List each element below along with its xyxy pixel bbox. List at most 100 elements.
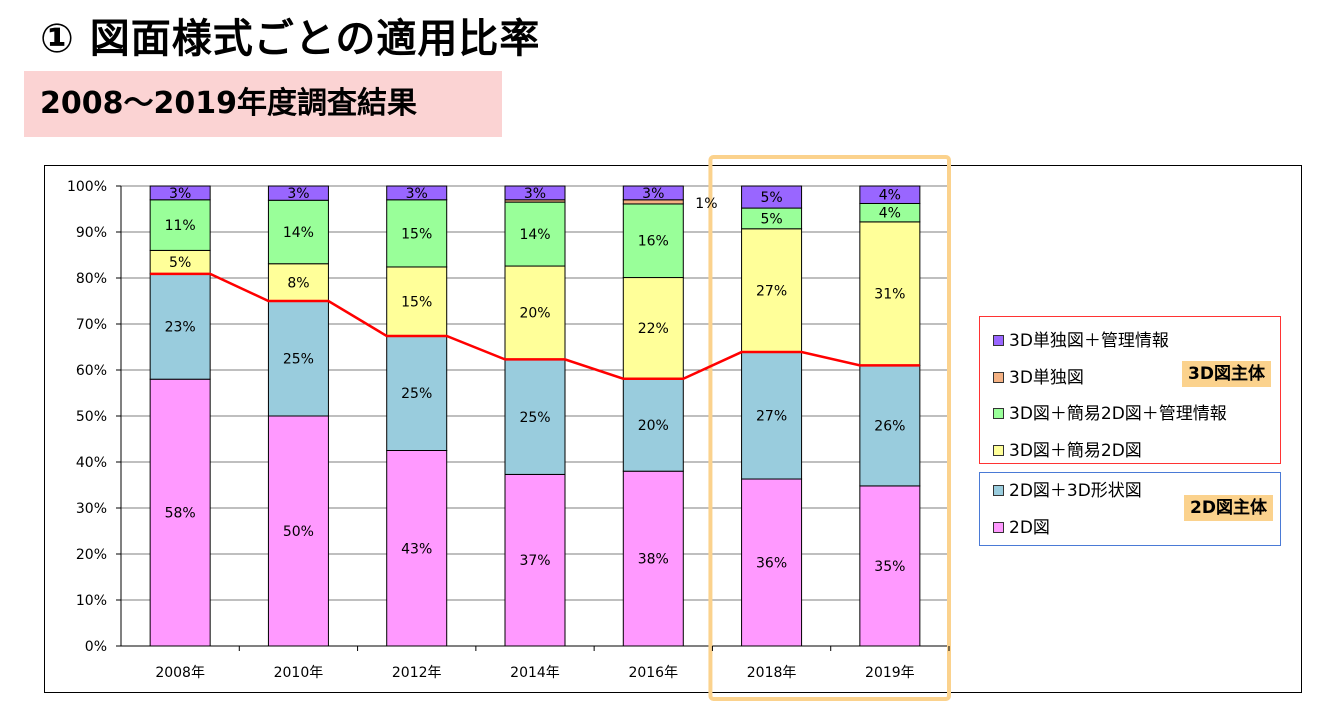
data-label: 23% xyxy=(165,320,196,336)
bar-segment xyxy=(267,185,329,201)
legend-label: 2D図 xyxy=(1009,517,1050,538)
data-label: 4% xyxy=(879,206,901,222)
data-label: 15% xyxy=(401,294,432,310)
data-label: 38% xyxy=(638,552,669,568)
bar-segment xyxy=(149,273,211,380)
data-label: 50% xyxy=(283,524,314,540)
x-tick-label: 2019年 xyxy=(865,665,915,681)
legend-swatch xyxy=(993,444,1004,456)
data-label: 25% xyxy=(519,410,550,426)
data-label: 22% xyxy=(638,321,669,337)
bar-segment xyxy=(149,199,211,251)
legend-swatch xyxy=(993,335,1004,346)
data-label: 8% xyxy=(287,275,309,291)
bar-segment xyxy=(504,358,566,475)
legend-group-box xyxy=(979,472,1281,546)
legend-label: 3D単独図 xyxy=(1009,367,1084,388)
data-label: 14% xyxy=(283,225,314,241)
bar-segment xyxy=(504,265,566,360)
data-label: 3% xyxy=(524,186,546,202)
highlight-box xyxy=(708,155,952,701)
data-label: 16% xyxy=(638,234,669,250)
data-label: 27% xyxy=(756,409,787,425)
bar-segment xyxy=(504,201,566,267)
page-title: ① 図面様式ごとの適用比率 xyxy=(40,16,541,62)
data-label: 4% xyxy=(879,188,901,204)
legend-swatch xyxy=(993,485,1004,496)
bar-segment xyxy=(859,364,921,487)
legend-label: 2D図＋3D形状図 xyxy=(1009,481,1142,501)
y-tick-label: 60% xyxy=(76,363,107,379)
y-tick-label: 50% xyxy=(76,409,107,425)
bar-segment xyxy=(859,185,921,204)
bar-segment xyxy=(267,199,329,265)
bar-segment xyxy=(504,473,566,647)
y-tick-label: 0% xyxy=(85,639,107,655)
bar-segment xyxy=(622,185,684,201)
data-label: 5% xyxy=(760,190,782,206)
bar-segment xyxy=(149,185,211,201)
legend-group-box xyxy=(979,316,1281,464)
data-label: 3% xyxy=(169,186,191,202)
bar-segment xyxy=(267,300,329,417)
bar-segment xyxy=(741,351,803,480)
data-label: 25% xyxy=(401,386,432,402)
data-label: 1% xyxy=(695,196,717,212)
bar-segment xyxy=(622,203,684,279)
data-label: 26% xyxy=(874,419,905,435)
data-label: 36% xyxy=(756,556,787,572)
bar-segment xyxy=(386,335,448,451)
data-label: 3% xyxy=(406,186,428,202)
bar-segment xyxy=(622,277,684,380)
legend-swatch xyxy=(993,408,1004,419)
legend-swatch xyxy=(993,521,1004,533)
data-label: 3% xyxy=(287,186,309,202)
y-tick-label: 30% xyxy=(76,501,107,517)
x-tick-label: 2012年 xyxy=(392,665,442,681)
data-label: 5% xyxy=(760,211,782,227)
chart-frame xyxy=(44,165,1302,693)
y-tick-label: 80% xyxy=(76,271,107,287)
data-label: 43% xyxy=(401,541,432,557)
legend-group-tag: 3D図主体 xyxy=(1182,361,1271,387)
bar-segment xyxy=(149,378,211,647)
x-tick-label: 2014年 xyxy=(510,665,560,681)
y-tick-label: 100% xyxy=(67,179,107,195)
data-label: 15% xyxy=(401,226,432,242)
bar-segment xyxy=(504,185,566,201)
data-label: 31% xyxy=(874,287,905,303)
y-tick-label: 10% xyxy=(76,593,107,609)
bar-segment xyxy=(859,485,921,647)
bar-segment xyxy=(741,185,803,209)
bar-segment xyxy=(859,221,921,366)
data-label: 11% xyxy=(165,218,196,234)
data-label: 20% xyxy=(638,418,669,434)
data-label: 37% xyxy=(519,553,550,569)
x-tick-label: 2010年 xyxy=(274,665,324,681)
page-subtitle: 2008～2019年度調査結果 xyxy=(24,71,502,137)
divider-line xyxy=(150,272,920,380)
data-label: 20% xyxy=(519,306,550,322)
data-label: 35% xyxy=(874,559,905,575)
y-tick-label: 20% xyxy=(76,547,107,563)
x-tick-label: 2016年 xyxy=(628,665,678,681)
data-label: 14% xyxy=(519,227,550,243)
legend-group-tag: 2D図主体 xyxy=(1184,495,1273,521)
bar-segment xyxy=(386,185,448,201)
data-label: 58% xyxy=(165,506,196,522)
x-tick-label: 2008年 xyxy=(155,665,205,681)
legend-label: 3D単独図＋管理情報 xyxy=(1009,331,1169,351)
data-label: 5% xyxy=(169,255,191,271)
bar-segment xyxy=(386,199,448,268)
bar-segment xyxy=(386,450,448,647)
bar-segment xyxy=(741,478,803,647)
data-label: 3% xyxy=(642,186,664,202)
y-tick-label: 40% xyxy=(76,455,107,471)
data-label: 25% xyxy=(283,352,314,368)
data-label: 27% xyxy=(756,283,787,299)
y-tick-label: 70% xyxy=(76,317,107,333)
y-tick-label: 90% xyxy=(76,225,107,241)
legend-label: 3D図＋簡易2D図＋管理情報 xyxy=(1009,404,1227,424)
bar-segment xyxy=(622,470,684,647)
bar-segment xyxy=(622,378,684,472)
